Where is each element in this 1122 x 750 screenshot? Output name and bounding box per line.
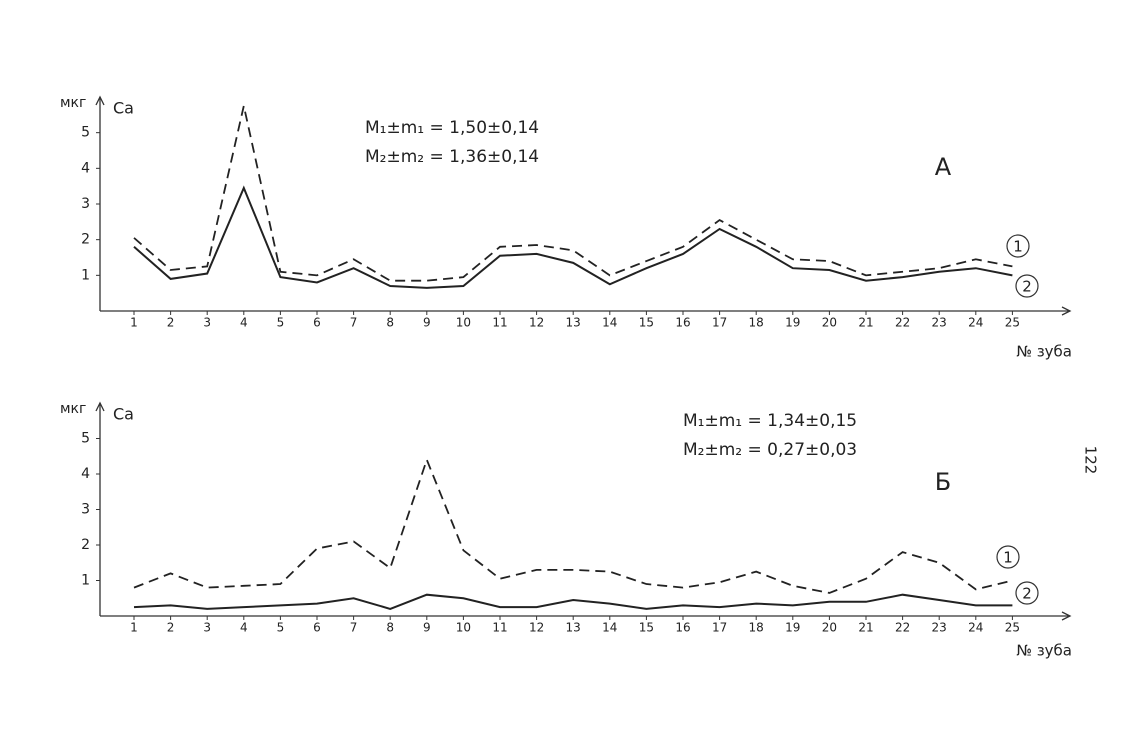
x-tick-label: 4 <box>240 621 248 635</box>
legend-circle <box>996 545 1020 569</box>
x-tick-label: 1 <box>130 621 138 635</box>
x-tick-label: 3 <box>203 621 211 635</box>
y-axis-arrow <box>95 95 105 106</box>
x-axis-arrow <box>1061 306 1072 316</box>
x-tick-label: 8 <box>386 621 394 635</box>
series-line <box>133 185 1013 289</box>
x-tick-label: 10 <box>456 316 471 330</box>
x-tick-label: 22 <box>895 316 910 330</box>
y-tick-label: 4 <box>81 466 90 482</box>
y-tick-label: 3 <box>81 502 90 518</box>
x-tick-label: 18 <box>749 621 764 635</box>
x-tick-label: 14 <box>602 316 617 330</box>
legend-circle <box>1015 581 1039 605</box>
x-tick-label: 2 <box>167 316 175 330</box>
x-tick-label: 11 <box>492 621 507 635</box>
legend-label: 2 <box>1022 585 1032 603</box>
x-tick-label: 2 <box>167 621 175 635</box>
annotation: M₂±m₂ = 1,36±0,14 <box>365 147 539 167</box>
x-tick-label: 16 <box>675 316 690 330</box>
x-tick-label: 17 <box>712 621 727 635</box>
x-axis-arrow <box>1061 611 1072 621</box>
x-tick-label: 20 <box>822 316 837 330</box>
x-tick-label: 8 <box>386 316 394 330</box>
page-number: 122 <box>1082 446 1100 475</box>
x-tick-label: 5 <box>277 621 285 635</box>
x-tick-label: 14 <box>602 621 617 635</box>
x-tick-label: 24 <box>968 316 983 330</box>
y-tick-label: 2 <box>81 232 90 248</box>
legend-circle <box>1015 274 1039 298</box>
x-tick-label: 18 <box>749 316 764 330</box>
x-tick-label: 15 <box>639 621 654 635</box>
x-tick-label: 12 <box>529 316 544 330</box>
y-tick-label: 1 <box>81 573 90 589</box>
x-tick-label: 1 <box>130 316 138 330</box>
x-tick-label: 23 <box>932 316 947 330</box>
x-tick-label: 20 <box>822 621 837 635</box>
y-unit: мкг <box>60 401 86 417</box>
x-tick-label: 19 <box>785 621 800 635</box>
x-tick-label: 19 <box>785 316 800 330</box>
x-tick-label: 21 <box>858 621 873 635</box>
x-tick-label: 13 <box>566 316 581 330</box>
y-tick-label: 4 <box>81 160 90 176</box>
x-tick-label: 24 <box>968 621 983 635</box>
x-tick-label: 23 <box>932 621 947 635</box>
y-tick-label: 3 <box>81 196 90 212</box>
x-label: № зуба <box>1016 642 1072 660</box>
y-unit: мкг <box>60 95 86 111</box>
annotation: M₁±m₁ = 1,50±0,14 <box>365 118 539 138</box>
legend-label: 1 <box>1003 549 1013 567</box>
x-tick-label: 12 <box>529 621 544 635</box>
y-tick-label: 2 <box>81 537 90 553</box>
x-tick-label: 3 <box>203 316 211 330</box>
series-line <box>133 457 1013 594</box>
legend-circle <box>1006 234 1030 258</box>
x-label: № зуба <box>1016 343 1072 361</box>
x-tick-label: 9 <box>423 621 431 635</box>
x-tick-label: 4 <box>240 316 248 330</box>
x-tick-label: 7 <box>350 316 358 330</box>
annotation: M₂±m₂ = 0,27±0,03 <box>683 440 857 460</box>
x-tick-label: 25 <box>1005 621 1020 635</box>
legend-label: 2 <box>1022 278 1032 296</box>
x-tick-label: 6 <box>313 316 321 330</box>
panel-label: Б <box>935 468 951 496</box>
y-tick-label: 5 <box>81 431 90 447</box>
x-tick-label: 16 <box>675 621 690 635</box>
series-line <box>133 105 1013 282</box>
panel-label: А <box>935 153 952 181</box>
x-tick-label: 7 <box>350 621 358 635</box>
x-tick-label: 25 <box>1005 316 1020 330</box>
x-tick-label: 5 <box>277 316 285 330</box>
x-tick-label: 11 <box>492 316 507 330</box>
x-tick-label: 17 <box>712 316 727 330</box>
x-tick-label: 22 <box>895 621 910 635</box>
y-label: Ca <box>113 99 134 118</box>
y-axis-arrow <box>95 401 105 412</box>
x-tick-label: 10 <box>456 621 471 635</box>
x-tick-label: 6 <box>313 621 321 635</box>
x-tick-label: 9 <box>423 316 431 330</box>
legend-label: 1 <box>1013 238 1023 256</box>
x-tick-label: 15 <box>639 316 654 330</box>
y-tick-label: 1 <box>81 267 90 283</box>
x-tick-label: 13 <box>566 621 581 635</box>
y-tick-label: 5 <box>81 125 90 141</box>
series-line <box>133 593 1013 610</box>
annotation: M₁±m₁ = 1,34±0,15 <box>683 411 857 431</box>
y-label: Ca <box>113 405 134 424</box>
x-tick-label: 21 <box>858 316 873 330</box>
